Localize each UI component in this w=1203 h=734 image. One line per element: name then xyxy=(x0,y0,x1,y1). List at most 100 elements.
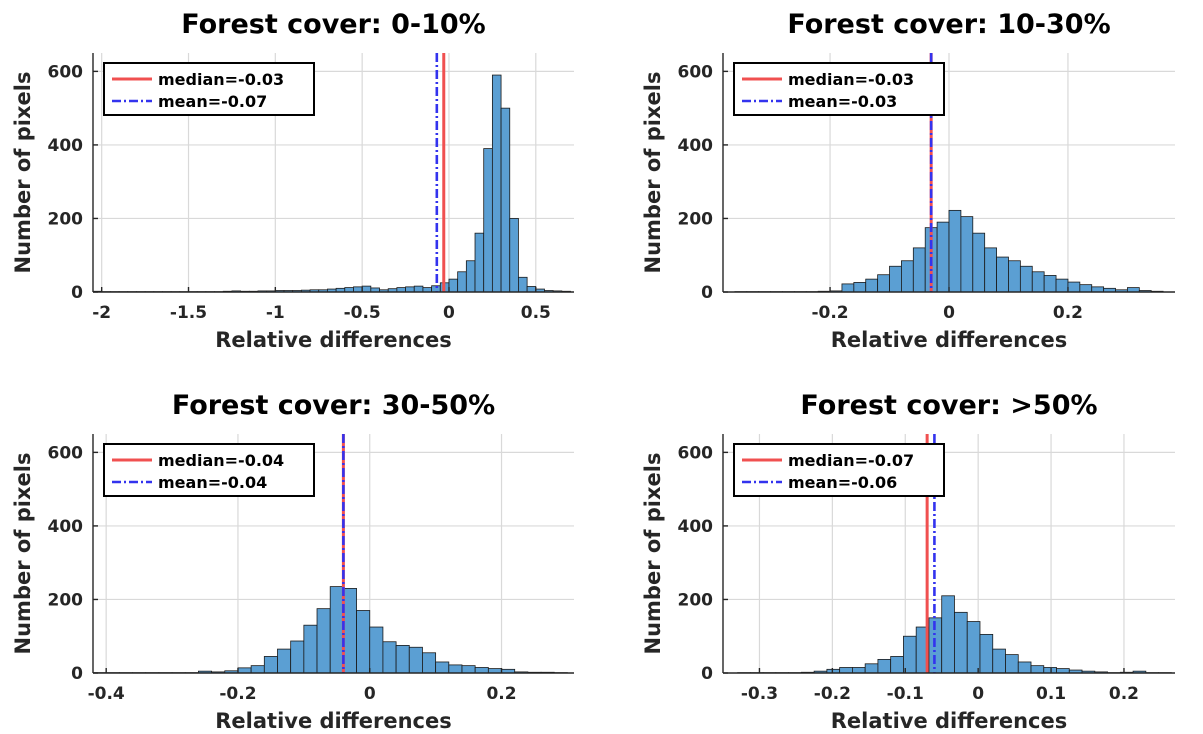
y-tick-label: 0 xyxy=(701,664,713,684)
chart-title: Forest cover: 0-10% xyxy=(181,9,486,40)
x-tick-label: -1.5 xyxy=(170,303,207,323)
histogram-bar xyxy=(303,624,318,673)
x-tick-label: -0.4 xyxy=(88,684,125,704)
histogram-bar xyxy=(500,107,511,292)
legend-box xyxy=(103,443,315,497)
histogram-bar xyxy=(912,247,926,292)
x-tick-label: -0.2 xyxy=(814,684,851,704)
y-tick-label: 600 xyxy=(48,62,84,82)
x-tick-label: -2 xyxy=(92,303,111,323)
y-axis-label: Number of pixels xyxy=(641,453,665,655)
y-tick-label: 0 xyxy=(71,283,83,303)
histogram-bar xyxy=(408,646,423,673)
histogram-bar xyxy=(960,216,974,292)
legend-box xyxy=(733,443,945,497)
histogram-bar xyxy=(395,645,410,673)
histogram-bar xyxy=(941,595,955,673)
histogram-bar xyxy=(865,278,879,292)
chart-title: Forest cover: 10-30% xyxy=(787,9,1110,40)
histogram-bar xyxy=(841,283,855,292)
legend-mean-label: mean=-0.03 xyxy=(788,92,897,111)
histogram-bar xyxy=(474,667,489,673)
histogram-bars xyxy=(737,595,1172,673)
histogram-bar xyxy=(984,247,997,292)
x-tick-label: -0.2 xyxy=(219,684,256,704)
histogram-bar xyxy=(329,586,344,673)
histogram-bar xyxy=(890,656,904,673)
legend: median=-0.03 mean=-0.07 xyxy=(103,62,315,116)
x-axis-label: Relative differences xyxy=(215,709,452,733)
histogram-bar xyxy=(992,648,1006,673)
legend-median-label: median=-0.04 xyxy=(158,451,284,470)
histogram-bar xyxy=(1043,275,1057,292)
histogram-bar xyxy=(1127,287,1140,292)
histogram-bar xyxy=(1079,284,1093,292)
histogram-bar xyxy=(996,256,1009,292)
histogram-bar xyxy=(369,626,384,673)
x-tick-label: 0 xyxy=(443,303,455,323)
y-tick-label: 600 xyxy=(678,62,714,82)
chart-panel-4: -0.3 -0.2 -0.1 0 0.1 0.2 0 200 400 600 Forest cove… xyxy=(641,390,1175,733)
legend: median=-0.04 mean=-0.04 xyxy=(103,443,315,497)
histogram-bar xyxy=(901,260,914,292)
x-tick-label: 0 xyxy=(972,684,984,704)
histogram-bar xyxy=(237,667,252,673)
x-tick-label: 0.2 xyxy=(1053,303,1083,323)
legend-median-label: median=-0.07 xyxy=(788,451,914,470)
histogram-bar xyxy=(979,633,994,673)
y-tick-label: 600 xyxy=(48,443,84,463)
histogram-bar xyxy=(853,282,867,292)
histogram-bar xyxy=(1030,665,1045,673)
histogram-bar xyxy=(877,274,890,292)
x-tick-label: -0.3 xyxy=(741,684,778,704)
chart-title: Forest cover: >50% xyxy=(800,390,1097,421)
x-tick-label: 0.2 xyxy=(486,684,516,704)
histogram-bar xyxy=(435,661,450,673)
histogram-bar xyxy=(250,665,265,673)
histogram-bar xyxy=(422,652,437,673)
histogram-bar xyxy=(1132,670,1147,673)
legend-median-label: median=-0.03 xyxy=(158,70,284,89)
histogram-bar xyxy=(1008,260,1021,292)
histogram-bar xyxy=(353,286,363,292)
histogram-bar xyxy=(448,278,459,292)
histogram-bar xyxy=(903,635,917,673)
histogram-bar xyxy=(474,232,485,292)
histogram-bar xyxy=(948,209,962,292)
x-tick-label: -0.1 xyxy=(887,684,924,704)
histogram-bar xyxy=(877,658,892,673)
histogram-bar xyxy=(864,663,879,673)
y-tick-label: 400 xyxy=(678,136,714,156)
histogram-bar xyxy=(263,656,278,673)
chart-panel-1: -2 -1.5 -1 -0.5 0 0.5 0 200 400 600 Forest cover: … xyxy=(11,9,574,352)
histogram-bar xyxy=(1005,654,1019,673)
x-tick-label: -0.2 xyxy=(811,303,848,323)
histogram-bar xyxy=(413,285,424,292)
histogram-bar xyxy=(1067,281,1081,292)
legend-mean-label: mean=-0.06 xyxy=(788,473,897,492)
histogram-bar xyxy=(483,148,493,292)
x-axis-label: Relative differences xyxy=(215,328,452,352)
histogram-bar xyxy=(852,667,866,673)
histogram-bar xyxy=(448,664,463,673)
histogram-bar xyxy=(457,271,467,292)
histogram-bar xyxy=(1055,278,1069,292)
histogram-bar xyxy=(966,621,981,673)
histogram-bar xyxy=(491,74,502,292)
histogram-bar xyxy=(277,648,292,673)
y-axis-label: Number of pixels xyxy=(11,453,35,655)
y-tick-label: 400 xyxy=(48,136,84,156)
histogram-bar xyxy=(361,285,372,292)
histogram-bar xyxy=(356,610,371,673)
legend-mean-label: mean=-0.04 xyxy=(158,473,267,492)
y-tick-label: 200 xyxy=(48,209,84,229)
y-tick-label: 0 xyxy=(71,664,83,684)
histogram-bar xyxy=(1017,661,1032,673)
y-tick-label: 200 xyxy=(678,209,714,229)
y-tick-label: 400 xyxy=(678,517,714,537)
y-tick-label: 0 xyxy=(701,283,713,303)
y-tick-label: 400 xyxy=(48,517,84,537)
x-tick-label: 0.1 xyxy=(1036,684,1066,704)
histogram-bar xyxy=(936,221,950,292)
